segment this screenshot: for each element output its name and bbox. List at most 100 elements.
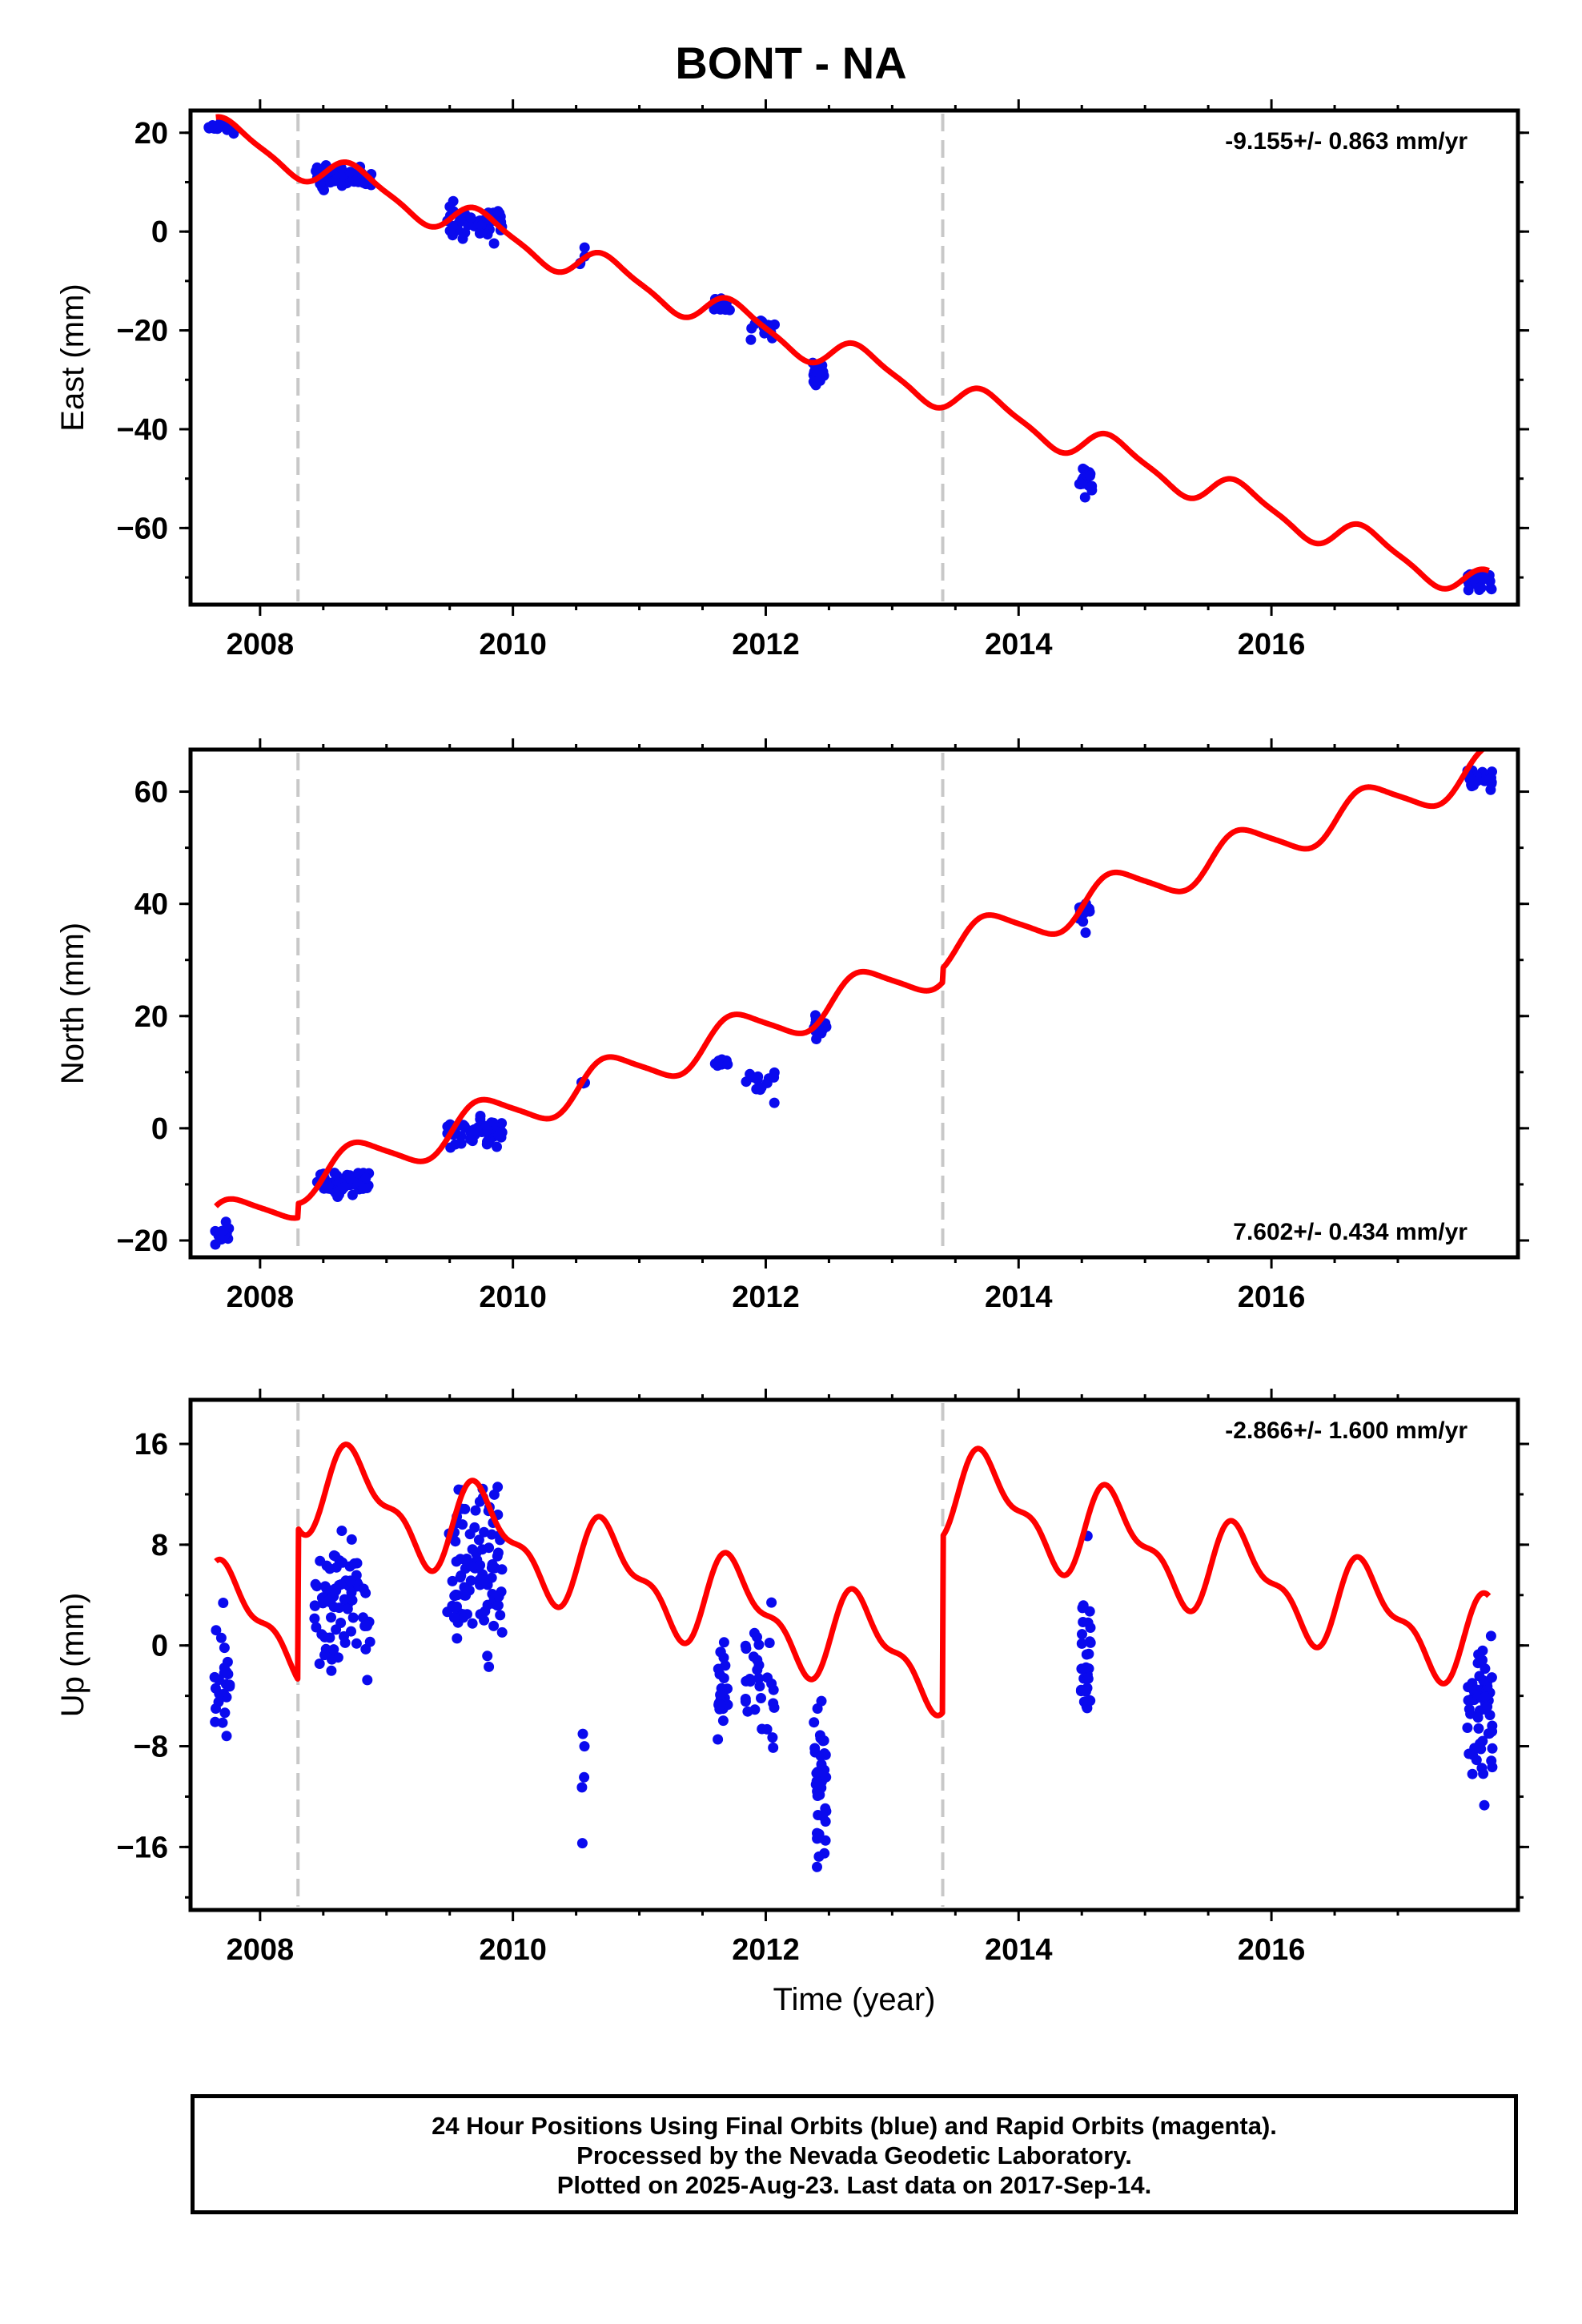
up-data-point [324, 1563, 335, 1574]
up-data-point [460, 1554, 471, 1566]
up-data-point [326, 1612, 336, 1623]
up-data-point [813, 1832, 825, 1844]
up-data-point [764, 1638, 775, 1648]
up-data-point [482, 1651, 493, 1662]
up-data-point [812, 1861, 822, 1872]
up-data-point [455, 1572, 466, 1583]
footer-info-box: 24 Hour Positions Using Final Orbits (bl… [191, 2094, 1518, 2214]
up-data-point [713, 1734, 724, 1745]
up-data-point [1484, 1710, 1496, 1721]
up-data-point [319, 1650, 330, 1661]
east-data-point [1079, 492, 1090, 503]
east-data-point [488, 238, 500, 249]
up-data-point [346, 1626, 356, 1637]
up-data-point [752, 1631, 762, 1642]
up-data-point [458, 1612, 469, 1623]
up-data-point [817, 1811, 829, 1822]
up-data-point [464, 1585, 475, 1596]
up-data-point [740, 1696, 751, 1707]
north-panel: 2008 2010 2012 2014 2016 60 40 20 0 −20 North (mm)… [55, 738, 1529, 1314]
up-data-point [488, 1620, 500, 1631]
up-data-point [474, 1574, 485, 1586]
up-data-point [328, 1644, 339, 1655]
up-data-point [753, 1673, 765, 1684]
north-data-point [713, 1059, 723, 1071]
north-data-point [1080, 927, 1091, 939]
up-y-tick-label: 16 [135, 1428, 168, 1462]
east-data-point [344, 167, 355, 178]
up-x-tick-label: 2016 [1238, 1933, 1306, 1967]
north-data-point [493, 1129, 504, 1140]
up-data-point [358, 1612, 368, 1623]
north-data-point [482, 1136, 492, 1148]
up-data-point [219, 1707, 231, 1719]
chart-title: BONT - NA [675, 38, 907, 88]
north-y-tick-label: 40 [135, 888, 168, 922]
up-data-point [449, 1590, 460, 1602]
up-data-point [484, 1661, 495, 1672]
east-data-point [474, 227, 485, 239]
footer-line-1: 24 Hour Positions Using Final Orbits (bl… [432, 2112, 1277, 2140]
east-data-point [447, 220, 458, 231]
up-data-point [809, 1743, 821, 1754]
up-y-tick-label: −8 [134, 1731, 168, 1764]
up-panel: 2008 2010 2012 2014 2016 16 8 0 −8 −16 Up (mm) Time… [55, 1389, 1529, 2017]
up-data-point [766, 1597, 777, 1608]
north-data-point [752, 1074, 763, 1085]
north-y-tick-label: −20 [117, 1224, 168, 1258]
north-data-points [210, 765, 1497, 1250]
up-data-point [495, 1610, 506, 1621]
east-data-point [1463, 585, 1474, 596]
north-data-point [811, 1034, 822, 1044]
up-data-point [334, 1602, 345, 1614]
up-data-point [492, 1547, 504, 1558]
north-data-point [1485, 784, 1496, 795]
up-x-tick-label: 2012 [732, 1933, 800, 1967]
up-data-point [579, 1771, 590, 1783]
up-rate-label: -2.866+/- 1.600 mm/yr [1225, 1417, 1468, 1444]
north-data-point [482, 1124, 493, 1136]
east-rate-label: -9.155+/- 0.863 mm/yr [1225, 128, 1468, 155]
up-data-point [346, 1587, 357, 1598]
east-y-tick-label: −20 [117, 315, 168, 348]
up-data-point [1472, 1712, 1484, 1723]
up-data-point [451, 1556, 462, 1567]
east-data-point [745, 334, 757, 345]
up-data-point [1077, 1629, 1087, 1640]
east-y-tick-label: 20 [135, 117, 168, 151]
up-data-point [479, 1614, 490, 1626]
up-data-point [331, 1624, 342, 1635]
up-data-point [818, 1735, 829, 1746]
up-data-point [309, 1613, 320, 1624]
up-data-point [1480, 1691, 1491, 1703]
up-data-point [362, 1619, 373, 1630]
up-data-point [362, 1675, 373, 1686]
up-data-point [351, 1638, 362, 1649]
north-model-curve [214, 750, 1488, 1221]
up-data-point [219, 1642, 230, 1654]
north-data-point [216, 1225, 227, 1236]
up-data-point [1486, 1672, 1497, 1683]
up-data-point [769, 1702, 780, 1713]
north-data-point [745, 1068, 756, 1080]
up-data-point [577, 1728, 588, 1739]
up-data-point [473, 1534, 484, 1546]
north-data-point [332, 1192, 343, 1202]
up-data-point [715, 1647, 726, 1658]
up-data-point [1478, 1675, 1489, 1686]
up-data-point [364, 1636, 375, 1647]
up-data-point [315, 1555, 326, 1566]
up-data-point [1085, 1622, 1096, 1633]
up-data-point [813, 1851, 825, 1862]
up-data-point [336, 1526, 347, 1536]
up-data-point [450, 1536, 461, 1547]
up-data-point [1477, 1655, 1488, 1666]
north-rate-label: 7.602+/- 0.434 mm/yr [1233, 1219, 1468, 1245]
up-data-point [319, 1631, 331, 1642]
up-data-point [1476, 1763, 1488, 1774]
north-plot-frame [188, 747, 1520, 1260]
up-data-point [1462, 1723, 1473, 1733]
up-data-point [811, 1775, 822, 1787]
east-data-point [1085, 470, 1095, 481]
